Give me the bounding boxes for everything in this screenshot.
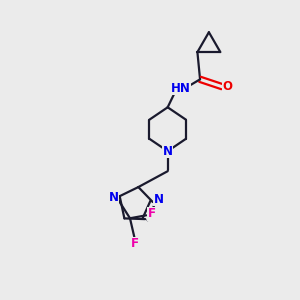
Text: N: N [154,193,164,206]
Text: N: N [163,145,173,158]
Text: F: F [148,207,155,220]
Text: HN: HN [171,82,191,95]
Text: F: F [131,237,139,250]
Text: N: N [109,191,119,204]
Text: O: O [222,80,233,93]
